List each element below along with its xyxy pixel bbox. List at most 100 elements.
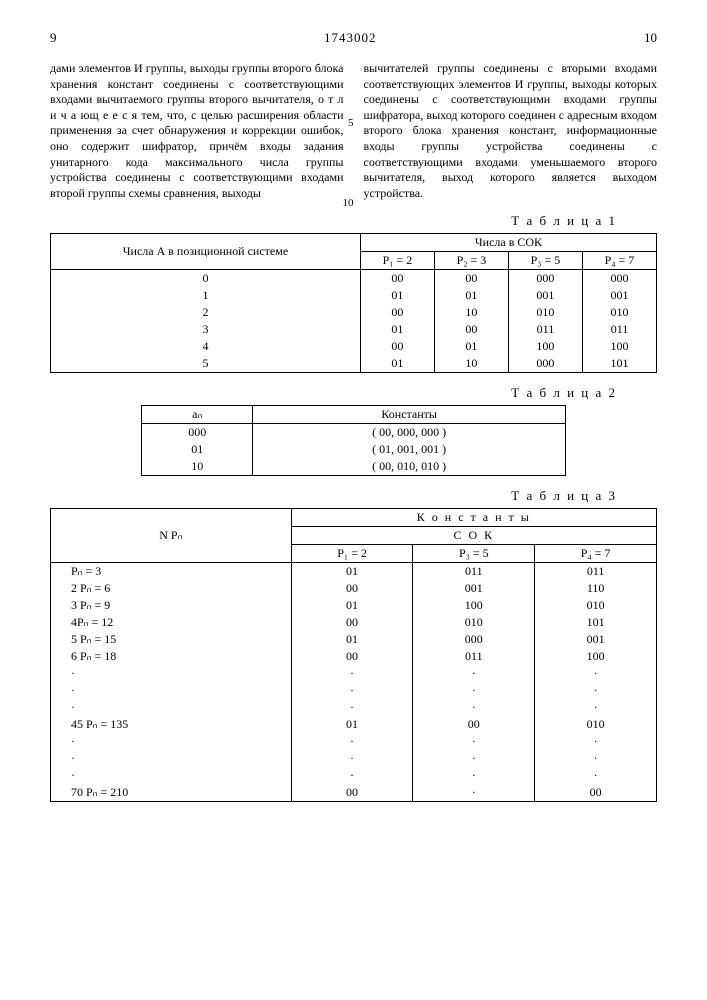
t1-cell: 011 — [582, 321, 656, 338]
t3-cell: · — [413, 767, 535, 784]
table2: aₙ Константы 000( 00, 000, 000 )01( 01, … — [141, 405, 566, 476]
line-marker-10: 10 — [343, 196, 354, 210]
t3-cell: · — [535, 750, 657, 767]
t3-cell: · — [291, 665, 413, 682]
t3-cell: · — [413, 665, 535, 682]
t3-cell: 00 — [413, 716, 535, 733]
t1-cell: 100 — [582, 338, 656, 355]
t3-cell: 70 Pₙ = 210 — [51, 784, 292, 802]
t3-cell: · — [413, 733, 535, 750]
t1-cell: 001 — [582, 287, 656, 304]
t1-subcol: P₂ = 3 — [434, 252, 508, 270]
t3-cell: · — [51, 750, 292, 767]
t1-cell: 010 — [582, 304, 656, 321]
t3-cell: 001 — [413, 580, 535, 597]
line-marker-5: 5 — [348, 116, 354, 130]
t3-cell: · — [535, 699, 657, 716]
t1-cell: 10 — [434, 304, 508, 321]
table1: Числа А в пози­ционной системе Числа в С… — [50, 233, 657, 373]
t1-sok-header: Числа в СОК — [360, 234, 656, 252]
left-column: дами элементов И группы, выходы группы в… — [50, 61, 344, 201]
t3-cell: 100 — [535, 648, 657, 665]
t1-cell: 00 — [434, 270, 508, 288]
t3-cell: 101 — [535, 614, 657, 631]
t1-cell: 010 — [508, 304, 582, 321]
t3-cell: · — [51, 665, 292, 682]
t3-subcol: P₄ = 7 — [535, 545, 657, 563]
t3-cell: 01 — [291, 631, 413, 648]
t3-cell: · — [291, 682, 413, 699]
t3-cell: · — [535, 767, 657, 784]
t1-cell: 3 — [51, 321, 361, 338]
t3-cell: Pₙ = 3 — [51, 563, 292, 581]
t1-cell: 10 — [434, 355, 508, 373]
t1-cell: 00 — [360, 270, 434, 288]
t1-cell: 00 — [434, 321, 508, 338]
t1-cell: 000 — [508, 270, 582, 288]
t3-cell: · — [413, 784, 535, 802]
t3-cell: 001 — [535, 631, 657, 648]
t3-cell: · — [535, 665, 657, 682]
t3-cell: · — [291, 699, 413, 716]
t3-cell: · — [51, 733, 292, 750]
t1-cell: 01 — [360, 355, 434, 373]
t3-cell: · — [291, 767, 413, 784]
t2-col-an: aₙ — [142, 406, 253, 424]
t3-cell: 01 — [291, 563, 413, 581]
t3-cell: 011 — [413, 648, 535, 665]
t3-k-header: К о н с т а н т ы — [291, 509, 656, 527]
right-column: вычитателей группы соединены с вторыми в… — [364, 61, 658, 201]
t3-cell: · — [51, 767, 292, 784]
t3-cell: 01 — [291, 597, 413, 614]
t1-cell: 000 — [582, 270, 656, 288]
t3-cell: 100 — [413, 597, 535, 614]
t3-cell: 3 Pₙ = 9 — [51, 597, 292, 614]
t3-cell: 00 — [535, 784, 657, 802]
t3-cell: · — [291, 733, 413, 750]
t3-cell: 00 — [291, 784, 413, 802]
t1-col-a: Числа А в пози­ционной системе — [51, 234, 361, 270]
t3-cell: 00 — [291, 648, 413, 665]
t1-cell: 5 — [51, 355, 361, 373]
t3-cell: 011 — [535, 563, 657, 581]
t3-cell: 010 — [535, 716, 657, 733]
t1-cell: 011 — [508, 321, 582, 338]
table2-caption: Т а б л и ц а 2 — [50, 385, 617, 401]
t3-cell: 2 Pₙ = 6 — [51, 580, 292, 597]
t3-cell: · — [413, 682, 535, 699]
t3-cell: 010 — [535, 597, 657, 614]
t3-cell: 5 Pₙ = 15 — [51, 631, 292, 648]
t3-cell: · — [535, 733, 657, 750]
t3-cell: · — [413, 699, 535, 716]
t3-cell: 110 — [535, 580, 657, 597]
t3-cell: 010 — [413, 614, 535, 631]
t3-subcol: P₁ = 2 — [291, 545, 413, 563]
table1-caption: Т а б л и ц а 1 — [50, 213, 617, 229]
t2-cell: 01 — [142, 441, 253, 458]
page-number-left: 9 — [50, 30, 57, 46]
page-header: 9 1743002 10 — [50, 30, 657, 46]
t3-cell: 45 Pₙ = 135 — [51, 716, 292, 733]
t2-col-k: Константы — [253, 406, 566, 424]
t3-cell: 6 Pₙ = 18 — [51, 648, 292, 665]
t2-cell: ( 00, 010, 010 ) — [253, 458, 566, 476]
t3-cell: · — [51, 682, 292, 699]
t2-cell: 10 — [142, 458, 253, 476]
t1-cell: 000 — [508, 355, 582, 373]
t1-cell: 00 — [360, 304, 434, 321]
t3-cell: 000 — [413, 631, 535, 648]
t3-cell: · — [535, 682, 657, 699]
t3-cell: 011 — [413, 563, 535, 581]
t1-cell: 4 — [51, 338, 361, 355]
t1-subcol: P₁ = 2 — [360, 252, 434, 270]
t1-cell: 0 — [51, 270, 361, 288]
t2-cell: 000 — [142, 424, 253, 442]
t2-cell: ( 00, 000, 000 ) — [253, 424, 566, 442]
t1-subcol: P₄ = 7 — [582, 252, 656, 270]
t1-cell: 100 — [508, 338, 582, 355]
t1-cell: 101 — [582, 355, 656, 373]
t3-cell: · — [51, 699, 292, 716]
t3-subcol: P₃ = 5 — [413, 545, 535, 563]
t3-cell: 01 — [291, 716, 413, 733]
t1-cell: 01 — [434, 338, 508, 355]
